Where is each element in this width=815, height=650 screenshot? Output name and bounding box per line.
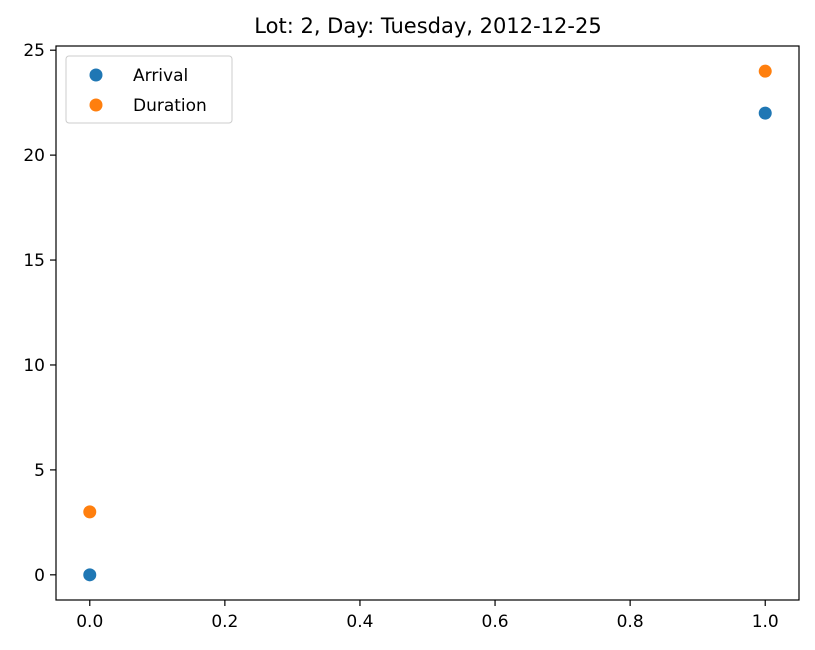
- x-tick-label: 0.8: [617, 612, 644, 632]
- point-duration: [758, 64, 772, 78]
- x-tick-label: 0.6: [482, 612, 509, 632]
- x-axis: 0.0 0.2 0.4 0.6 0.8 1.0: [76, 600, 779, 632]
- plot-area-frame: [55, 45, 800, 601]
- point-duration: [83, 505, 97, 519]
- x-tick-label: 0.4: [346, 612, 373, 632]
- x-tick-label: 0.0: [76, 612, 103, 632]
- chart-title: Lot: 2, Day: Tuesday, 2012-12-25: [254, 14, 601, 38]
- legend-marker-duration: [89, 98, 103, 112]
- y-axis: 0 5 10 15 20 25: [23, 41, 56, 586]
- legend-label-arrival: Arrival: [133, 66, 188, 86]
- y-tick-label: 20: [23, 146, 45, 166]
- y-tick-label: 15: [23, 251, 45, 271]
- legend: Arrival Duration: [65, 55, 233, 124]
- data-points: [83, 64, 772, 582]
- point-arrival: [758, 106, 772, 120]
- legend-label-duration: Duration: [133, 96, 207, 116]
- y-tick-label: 5: [34, 461, 45, 481]
- x-tick-label: 0.2: [211, 612, 238, 632]
- y-tick-label: 25: [23, 41, 45, 61]
- point-arrival: [83, 568, 97, 582]
- y-tick-label: 10: [23, 356, 45, 376]
- legend-marker-arrival: [89, 68, 103, 82]
- y-tick-label: 0: [34, 566, 45, 586]
- legend-box: [65, 55, 233, 124]
- x-tick-label: 1.0: [752, 612, 779, 632]
